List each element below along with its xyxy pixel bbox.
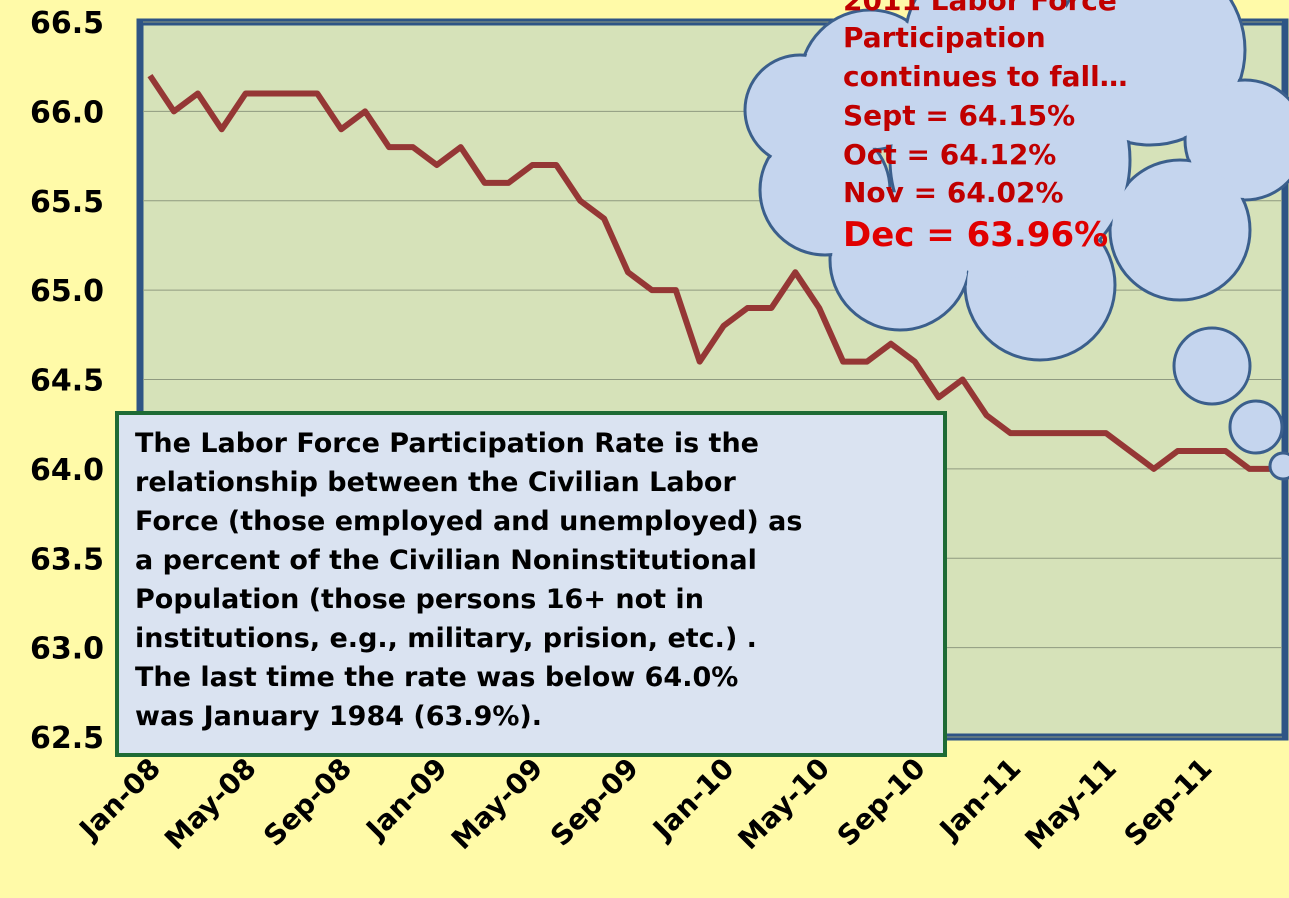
x-tick-label: Jan-11 <box>932 752 1027 847</box>
thought-cloud <box>743 0 1289 481</box>
cloud-text: 2011 Labor Force <box>843 0 1117 17</box>
y-tick-label: 65.5 <box>30 185 104 220</box>
cloud-outline <box>1172 326 1252 406</box>
note-text: The Labor Force Participation Rate is th… <box>135 428 759 459</box>
note-text: Population (those persons 16+ not in <box>135 584 704 615</box>
x-tick-label: Sep-10 <box>831 752 932 853</box>
x-tick-label: Sep-09 <box>544 752 645 853</box>
cloud-fill <box>1187 82 1289 198</box>
note-text: a percent of the Civilian Noninstitution… <box>135 545 757 576</box>
x-tick-label: May-09 <box>445 752 549 856</box>
cloud-text: Participation <box>843 21 1046 54</box>
cloud-fill <box>747 57 853 163</box>
x-tick-label: May-11 <box>1018 752 1122 856</box>
y-tick-label: 64.0 <box>30 453 104 488</box>
y-tick-label: 64.5 <box>30 364 104 399</box>
series <box>147 73 1274 472</box>
cloud-text: Sept = 64.15% <box>843 99 1075 132</box>
x-tick-label: Sep-08 <box>257 752 358 853</box>
y-tick-label: 63.0 <box>30 632 104 667</box>
note-text: The last time the rate was below 64.0% <box>135 662 738 693</box>
note-text: was January 1984 (63.9%). <box>135 701 542 732</box>
note-box <box>115 411 947 757</box>
cloud-text: Nov = 64.02% <box>843 176 1064 209</box>
x-tick-label: Jan-08 <box>72 752 167 847</box>
cloud-text: Oct = 64.12% <box>843 138 1056 171</box>
x-tick-label: May-10 <box>732 752 836 856</box>
y-tick-label: 66.5 <box>30 6 104 41</box>
cloud-fill <box>892 42 1128 278</box>
x-tick-label: May-08 <box>158 752 262 856</box>
note-text: Force (those employed and unemployed) as <box>135 506 802 537</box>
note-text: relationship between the Civilian Labor <box>135 467 736 498</box>
x-tick-label: Sep-11 <box>1118 752 1219 853</box>
y-tick-label: 62.5 <box>30 721 104 756</box>
cloud-outline <box>1228 399 1284 455</box>
y-tick-label: 65.0 <box>30 274 104 309</box>
cloud-outline <box>1268 451 1289 481</box>
y-tick-label: 63.5 <box>30 542 104 577</box>
data-line <box>147 73 1274 472</box>
x-tick-label: Jan-10 <box>645 752 740 847</box>
y-tick-label: 66.0 <box>30 95 104 130</box>
x-tick-label: Jan-09 <box>358 752 453 847</box>
note-text: institutions, e.g., military, prision, e… <box>135 623 757 654</box>
cloud-text: continues to fall… <box>843 60 1128 93</box>
cloud-text: Dec = 63.96% <box>843 215 1108 255</box>
cloud-fill <box>1112 162 1248 298</box>
